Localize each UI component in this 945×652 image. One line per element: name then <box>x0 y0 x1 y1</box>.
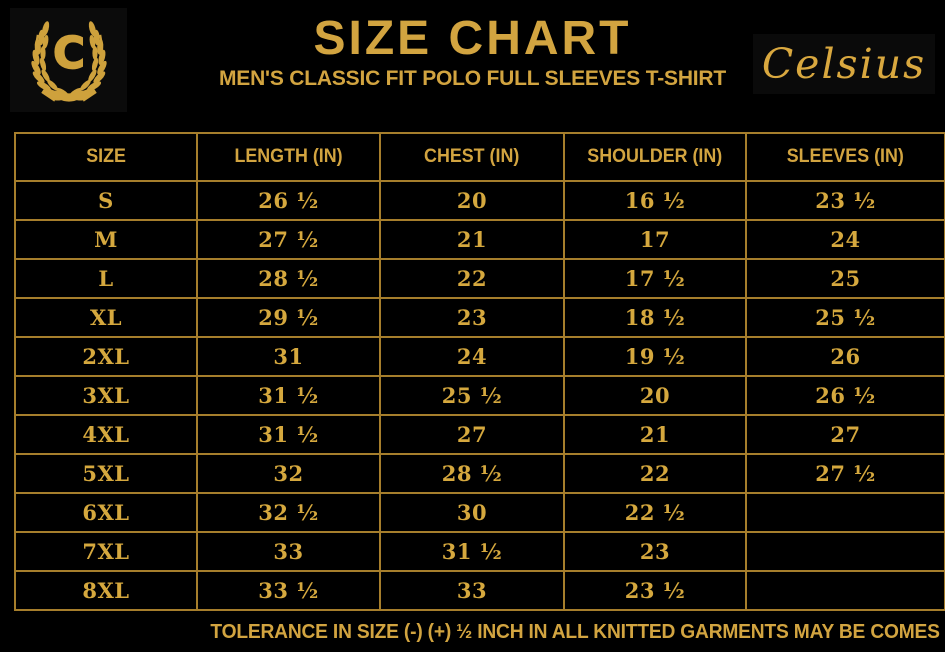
brand-logo: C <box>10 8 127 112</box>
table-row: 7XL 33 31 ½ 23 <box>14 531 945 572</box>
measure-cell: 26 ½ <box>196 180 381 221</box>
size-cell: 8XL <box>14 570 198 611</box>
measure-cell: 22 <box>379 258 565 299</box>
size-cell: 2XL <box>14 336 198 377</box>
measure-cell: 19 ½ <box>563 336 747 377</box>
measure-cell: 22 ½ <box>563 492 747 533</box>
measure-cell: 25 ½ <box>379 375 565 416</box>
size-cell: 5XL <box>14 453 198 494</box>
measure-cell: 23 ½ <box>745 180 945 221</box>
measure-cell: 18 ½ <box>563 297 747 338</box>
measure-cell: 27 ½ <box>196 219 381 260</box>
size-cell: 7XL <box>14 531 198 572</box>
measure-cell: 26 <box>745 336 945 377</box>
measure-cell: 20 <box>563 375 747 416</box>
size-cell: 6XL <box>14 492 198 533</box>
measure-cell: 30 <box>379 492 565 533</box>
measure-cell: 33 <box>379 570 565 611</box>
column-header: CHEST (IN) <box>379 132 565 182</box>
measure-cell: 32 <box>196 453 381 494</box>
measure-cell: 31 ½ <box>379 531 565 572</box>
size-cell: S <box>14 180 198 221</box>
table-row: L 28 ½ 22 17 ½ 25 <box>14 258 945 299</box>
measure-cell: 31 <box>196 336 381 377</box>
size-cell: L <box>14 258 198 299</box>
size-table: SIZE LENGTH (IN) CHEST (IN) SHOULDER (IN) SL… <box>14 132 945 611</box>
measure-cell: 32 ½ <box>196 492 381 533</box>
logo-letter: C <box>53 29 85 79</box>
measure-cell: 25 ½ <box>745 297 945 338</box>
measure-cell <box>745 492 945 533</box>
measure-cell: 26 ½ <box>745 375 945 416</box>
measure-cell: 17 ½ <box>563 258 747 299</box>
measure-cell: 29 ½ <box>196 297 381 338</box>
table-row: 2XL 31 24 19 ½ 26 <box>14 336 945 377</box>
brand-wordmark: Celsius <box>753 34 935 94</box>
column-header: SIZE <box>14 132 198 182</box>
table-row: 5XL 32 28 ½ 22 27 ½ <box>14 453 945 494</box>
table-row: XL 29 ½ 23 18 ½ 25 ½ <box>14 297 945 338</box>
column-header: SHOULDER (IN) <box>563 132 747 182</box>
table-row: S 26 ½ 20 16 ½ 23 ½ <box>14 180 945 221</box>
size-cell: 4XL <box>14 414 198 455</box>
measure-cell: 16 ½ <box>563 180 747 221</box>
tolerance-note-wrap: TOLERANCE IN SIZE (-) (+) ½ INCH IN ALL … <box>0 621 941 644</box>
measure-cell: 25 <box>745 258 945 299</box>
table-header-row: SIZE LENGTH (IN) CHEST (IN) SHOULDER (IN) SL… <box>14 132 945 182</box>
measure-cell <box>745 531 945 572</box>
table-row: M 27 ½ 21 17 24 <box>14 219 945 260</box>
measure-cell: 21 <box>563 414 747 455</box>
measure-cell: 23 <box>379 297 565 338</box>
table-row: 4XL 31 ½ 27 21 27 <box>14 414 945 455</box>
measure-cell: 33 ½ <box>196 570 381 611</box>
measure-cell: 27 ½ <box>745 453 945 494</box>
measure-cell <box>745 570 945 611</box>
column-header: SLEEVES (IN) <box>745 132 945 182</box>
size-cell: M <box>14 219 198 260</box>
measure-cell: 22 <box>563 453 747 494</box>
measure-cell: 28 ½ <box>196 258 381 299</box>
measure-cell: 17 <box>563 219 747 260</box>
table-row: 8XL 33 ½ 33 23 ½ <box>14 570 945 611</box>
measure-cell: 23 <box>563 531 747 572</box>
table-row: 3XL 31 ½ 25 ½ 20 26 ½ <box>14 375 945 416</box>
size-cell: 3XL <box>14 375 198 416</box>
measure-cell: 20 <box>379 180 565 221</box>
measure-cell: 24 <box>379 336 565 377</box>
measure-cell: 33 <box>196 531 381 572</box>
measure-cell: 24 <box>745 219 945 260</box>
measure-cell: 28 ½ <box>379 453 565 494</box>
column-header: LENGTH (IN) <box>196 132 381 182</box>
measure-cell: 23 ½ <box>563 570 747 611</box>
measure-cell: 27 <box>379 414 565 455</box>
table-row: 6XL 32 ½ 30 22 ½ <box>14 492 945 533</box>
size-cell: XL <box>14 297 198 338</box>
measure-cell: 21 <box>379 219 565 260</box>
tolerance-note: TOLERANCE IN SIZE (-) (+) ½ INCH IN ALL … <box>210 621 941 643</box>
measure-cell: 31 ½ <box>196 414 381 455</box>
measure-cell: 31 ½ <box>196 375 381 416</box>
measure-cell: 27 <box>745 414 945 455</box>
laurel-wreath-icon: C <box>30 21 107 102</box>
